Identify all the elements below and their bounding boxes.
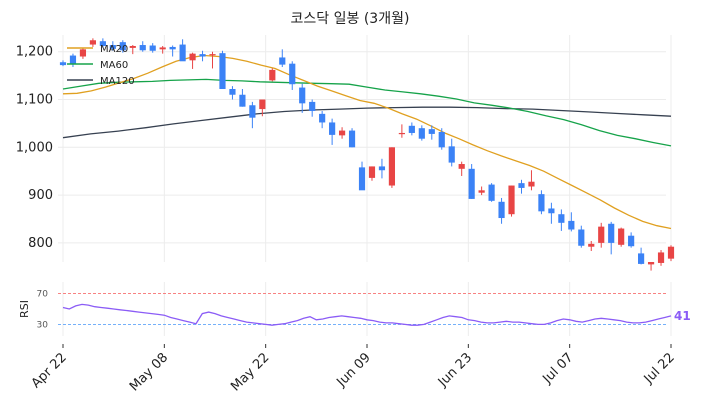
x-tick-label: Jun 09 [334,350,374,390]
rsi-last-value: 41 [674,309,691,323]
candle-up [159,47,166,50]
candle-down [348,130,356,148]
candle-down [309,101,316,111]
candle-down [169,46,176,50]
rsi-tick-label: 30 [37,320,49,330]
candle-down [59,62,67,66]
candle-up [368,166,376,178]
candle-up [89,40,96,45]
x-tick-label: Jun 23 [435,350,475,390]
rsi-axis-label: RSI [18,300,31,318]
ma20-line [62,54,672,230]
candle-down [239,94,246,107]
candle-up [458,164,465,169]
rsi-tick-label: 70 [37,290,49,300]
candle-up [129,45,136,48]
candle-down [319,113,326,123]
candle-down [329,122,336,135]
candle-down [279,57,286,65]
candle-down [488,184,495,201]
candle-down [149,45,156,51]
candle-down [468,168,475,199]
x-tick-label: Apr 22 [29,350,70,391]
candle-up [269,69,276,81]
price-tick-label: 800 [28,236,53,251]
price-tick-label: 1,200 [16,45,53,60]
candle-down [358,167,366,191]
candle-down [498,201,505,219]
legend-label: MA120 [100,76,135,87]
candle-down [448,146,455,163]
candle-down [378,166,386,171]
candle-up [209,54,216,56]
candle-down [289,63,296,85]
x-tick-label: May 22 [228,350,272,394]
candle-up [79,49,87,57]
candle-down [199,54,206,57]
candle-up [478,190,485,193]
candle-up [528,181,535,187]
candle-up [667,246,675,259]
candle-down [578,229,585,246]
legend-label: MA20 [100,44,128,55]
candle-up [398,132,405,135]
candle-down [99,41,106,46]
candle-down [558,214,565,223]
candle-up [588,243,595,247]
price-tick-label: 1,000 [16,140,53,155]
candle-down [249,105,256,118]
x-tick-label: Jul 22 [641,350,678,387]
candle-down [119,42,126,51]
ma120-line [62,106,672,139]
chart-title: 코스닥 일봉 (3개월) [291,11,410,27]
x-tick-label: May 08 [127,350,171,394]
candle-down [438,132,445,148]
candle-up [657,252,665,263]
ma60-line [62,78,672,147]
candle-down [568,220,575,230]
candle-down [538,194,545,212]
candle-down [109,45,116,49]
candle-up [618,228,625,245]
candle-down [548,208,555,214]
candle-down [628,235,635,247]
candle-up [508,185,515,215]
candle-down [229,89,236,95]
candle-down [179,44,186,62]
candle-up [598,226,605,243]
candle-down [69,55,77,64]
candle-down [408,125,415,133]
candle-down [139,45,146,51]
candle-up [259,99,266,110]
x-tick-label: Jul 07 [539,350,576,387]
rsi-line [62,303,672,326]
candle-down [428,129,435,134]
candle-down [299,87,306,104]
price-tick-label: 900 [28,188,53,203]
candle-down [418,128,425,139]
candle-down [219,53,226,90]
candle-down [608,223,615,243]
candle-up [338,130,346,136]
candle-up [388,147,396,186]
price-tick-label: 1,100 [16,93,53,108]
legend-label: MA60 [100,60,128,71]
candle-down [638,253,645,264]
candle-up [647,262,655,265]
candle-down [518,183,525,188]
candle-up [189,53,196,61]
